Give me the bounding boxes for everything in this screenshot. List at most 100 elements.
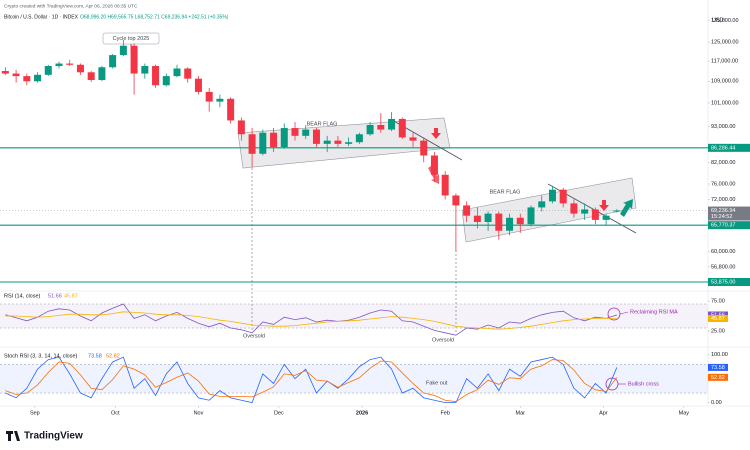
y-tick-label: 0.00 [711, 400, 722, 406]
level-label: 86,286.44 [711, 145, 735, 151]
logo-icon [6, 431, 20, 441]
candle-body [312, 129, 320, 144]
value-box-label: 45.87 [711, 316, 725, 322]
rsi-line [5, 311, 617, 330]
connector [619, 311, 629, 315]
x-tick-label: Dec [274, 410, 284, 416]
candle-body [44, 66, 52, 75]
y-tick-label: 72,000.00 [711, 197, 735, 203]
annotation: Oversold [432, 337, 454, 343]
stoch-line [5, 356, 618, 404]
down-arrow [431, 128, 441, 139]
symbol: Bitcoin / U.S. Dollar · 1D · INDEX [4, 14, 79, 20]
candle-body [430, 155, 438, 175]
created-note: Crypto created with TradingView.com, Apr… [4, 3, 138, 9]
rsi-line [5, 303, 617, 336]
y-tick-label: 125,000.00 [711, 40, 739, 46]
candle-body [23, 76, 31, 82]
drop-arrow [428, 166, 439, 184]
candle-body [527, 207, 535, 225]
candle-body [570, 203, 578, 214]
candle-body [602, 215, 610, 220]
candle-body [152, 66, 160, 86]
bear-flag-channel [461, 177, 637, 243]
candle-body [216, 98, 224, 102]
x-tick-label: Oct [111, 410, 120, 416]
candle-body [162, 76, 170, 86]
candle-body [1, 71, 9, 74]
price-label-box [708, 206, 750, 221]
candle-body [355, 134, 363, 143]
ohlc: O68,996.20 H69,565.75 L68,752.71 C69,236… [80, 14, 229, 20]
y-tick-label: 109,000.00 [711, 79, 739, 85]
candle-body [506, 217, 514, 231]
y-tick-label: 82,000.00 [711, 160, 735, 166]
candle-body [248, 134, 256, 154]
candle-body [55, 63, 63, 67]
value-box [708, 373, 728, 381]
y-tick-label: 100.00 [711, 352, 728, 358]
annotation: Bullish cross [628, 381, 659, 387]
candle-body [34, 74, 42, 82]
candle-body [323, 140, 331, 144]
candle-body [12, 73, 20, 77]
candle-body [377, 124, 385, 130]
down-arrow [599, 200, 609, 211]
candle-body [87, 72, 95, 80]
candle-body [334, 140, 342, 144]
candle-body [548, 189, 556, 202]
indicator-band [0, 304, 708, 328]
x-tick-label: Nov [194, 410, 204, 416]
candle-body [98, 67, 106, 80]
candle-body [473, 215, 481, 223]
candle-body [366, 124, 374, 135]
candle-body [463, 205, 471, 216]
x-tick-label: Apr [599, 410, 608, 416]
candle-body [184, 68, 192, 79]
y-tick-label: 101,000.00 [711, 100, 739, 106]
candle-body [388, 118, 396, 130]
candle-body [516, 217, 524, 225]
x-tick-label: Feb [440, 410, 449, 416]
level-label-box [708, 221, 750, 230]
candle-body [345, 142, 353, 144]
rsi-title: RSI (14, close) [4, 293, 41, 299]
y-tick-label: 135,000.00 [711, 18, 739, 24]
stoch-legend-value: 52.82 [106, 353, 120, 359]
candle-body [581, 209, 589, 214]
candle-body [441, 174, 449, 196]
candle-body [398, 118, 406, 138]
y-tick-label: 117,000.00 [711, 59, 738, 65]
y-tick-label: 75.00 [711, 298, 725, 304]
level-label-box [708, 143, 750, 152]
candle-body [130, 45, 138, 74]
candle-body [66, 63, 74, 65]
level-label-box [708, 277, 750, 286]
rsi-legend-value: 51.66 [48, 293, 62, 299]
x-tick-label: 2026 [356, 410, 368, 416]
candle-body [559, 189, 567, 204]
candle-body [141, 66, 149, 74]
candle-body [237, 120, 245, 135]
x-tick-label: May [679, 410, 690, 416]
candle-body [302, 129, 310, 136]
candle-body [227, 98, 235, 121]
candle-body [484, 213, 492, 223]
y-tick-label: 60,000.00 [711, 249, 735, 255]
candle-body [109, 55, 117, 68]
value-box-label: 73.58 [711, 365, 725, 371]
y-tick-label: 25.00 [711, 328, 725, 334]
value-box-label: 52.82 [711, 375, 725, 381]
labels: Crypto created with TradingView.com, Apr… [4, 3, 724, 441]
candle-body [194, 78, 202, 92]
annotation: Cycle top 2025 [113, 36, 150, 42]
candle-body [173, 68, 181, 77]
brand: TradingView [24, 431, 83, 442]
candle-body [291, 128, 299, 136]
candle-body [613, 210, 621, 212]
currency: USD [712, 17, 724, 23]
candle-body [538, 201, 546, 208]
